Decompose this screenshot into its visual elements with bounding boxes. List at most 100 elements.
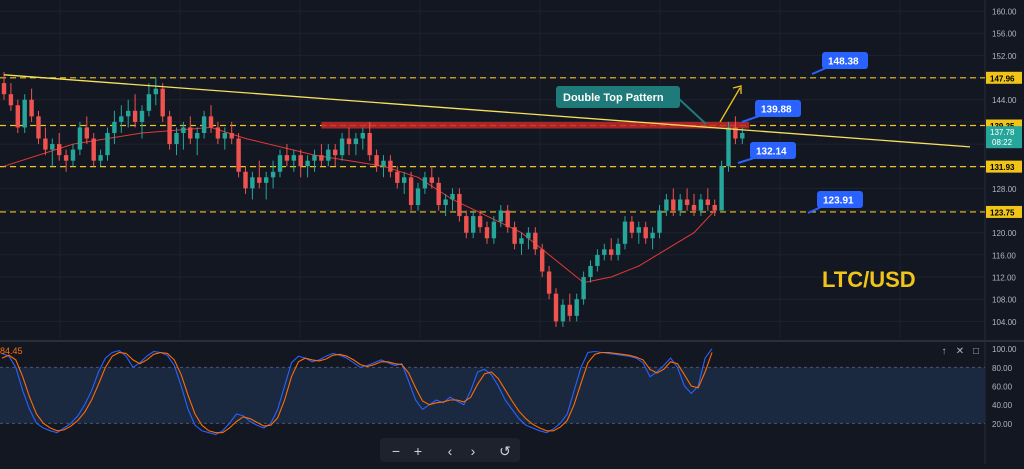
candle-body	[167, 116, 172, 145]
pattern-label: Double Top Pattern	[563, 92, 664, 104]
candle-body	[429, 177, 434, 183]
candle-body	[422, 177, 428, 189]
candle-body	[415, 188, 421, 206]
level-price-tag	[986, 71, 1022, 84]
candle-body	[477, 216, 483, 228]
level-price-label: 147.96	[990, 74, 1015, 83]
candle-body	[339, 138, 345, 156]
level-price-label: 123.75	[990, 208, 1015, 217]
candle-body	[195, 132, 200, 139]
callout-label: 139.88	[761, 105, 792, 116]
zoom-out-button[interactable]: −	[392, 443, 400, 459]
price-axis-tick-label: 104.00	[992, 318, 1017, 327]
candle-body	[201, 116, 207, 133]
reset-chart-button[interactable]: ↺	[499, 443, 511, 459]
candle-body	[367, 132, 372, 156]
candle-body	[277, 155, 283, 172]
candle-body	[540, 249, 545, 272]
osc-maximize-button[interactable]: □	[973, 346, 979, 357]
candle-body	[388, 160, 393, 172]
price-axis-tick-label: 120.00	[992, 229, 1017, 238]
candle-body	[664, 199, 669, 211]
callout-label: 148.38	[828, 57, 859, 68]
callout-box	[750, 142, 796, 159]
pattern-label-pointer	[677, 97, 707, 125]
candle-body	[70, 149, 76, 161]
candle-body	[464, 216, 469, 233]
callout-pointer	[737, 157, 755, 164]
nav-toolbar	[380, 438, 520, 462]
candle-body	[222, 132, 227, 139]
candle-body	[160, 88, 165, 117]
candle-body	[553, 293, 559, 322]
candle-body	[450, 193, 455, 200]
stoch-d-line	[1, 351, 713, 434]
candle-body	[609, 249, 614, 255]
candle-body	[174, 132, 179, 145]
candle-body	[270, 171, 276, 178]
candle-body	[146, 94, 152, 111]
candle-body	[98, 155, 103, 161]
last-price-tag	[986, 126, 1022, 149]
callout-box	[822, 52, 868, 69]
candle-body	[457, 193, 462, 217]
osc-axis-tick-label: 40.00	[992, 401, 1013, 410]
callout-box	[755, 100, 801, 117]
scroll-right-button[interactable]: ›	[471, 443, 476, 459]
candle-body	[402, 177, 407, 183]
level-price-tag	[986, 205, 1022, 218]
breakout-arrow-head	[732, 85, 742, 94]
candle-body	[132, 110, 138, 122]
candle-body	[119, 116, 124, 122]
callout-label: 123.91	[823, 196, 854, 207]
candle-body	[36, 116, 41, 139]
candle-body	[139, 110, 145, 122]
candle-body	[333, 149, 338, 156]
candle-body	[719, 166, 724, 211]
candle-body	[546, 271, 552, 294]
zoom-in-button[interactable]: +	[414, 443, 422, 459]
candle-body	[353, 138, 359, 145]
candle-body	[526, 232, 531, 239]
price-axis-tick-label: 144.00	[992, 96, 1017, 105]
candle-body	[126, 110, 131, 117]
candle-body	[602, 249, 607, 255]
candle-body	[733, 127, 738, 139]
candle-body	[112, 121, 117, 133]
candle-body	[443, 199, 448, 206]
candle-body	[471, 216, 476, 233]
candle-body	[740, 132, 745, 139]
moving-average-line	[3, 126, 716, 284]
stoch-k-line	[1, 348, 713, 436]
candle-body	[505, 210, 510, 228]
candle-body	[291, 155, 296, 161]
candle-body	[519, 238, 524, 244]
candle-body	[63, 155, 69, 161]
scroll-left-button[interactable]: ‹	[448, 443, 453, 459]
candle-body	[650, 232, 655, 239]
osc-axis-tick-label: 20.00	[992, 420, 1013, 429]
candle-body	[491, 221, 497, 239]
candle-body	[581, 277, 586, 300]
candle-body	[84, 127, 89, 139]
osc-move-up-button[interactable]: ↑	[942, 346, 947, 357]
callout-pointer	[807, 206, 822, 214]
candle-body	[574, 299, 579, 316]
candle-body	[250, 177, 255, 189]
candle-body	[91, 138, 96, 161]
candle-body	[15, 105, 20, 128]
candle-body	[636, 227, 641, 233]
candle-body	[1, 83, 7, 95]
candle-body	[615, 243, 621, 255]
candle-body	[588, 265, 593, 278]
candle-body	[567, 304, 572, 316]
candle-body	[657, 210, 662, 233]
price-axis-tick-label: 156.00	[992, 30, 1017, 39]
pair-title: LTC/USD	[822, 267, 916, 292]
candle-body	[284, 155, 290, 161]
pattern-label-box	[556, 86, 680, 108]
price-axis-tick-label: 160.00	[992, 8, 1017, 17]
candle-body	[678, 199, 683, 211]
osc-close-button[interactable]: ✕	[956, 346, 964, 357]
osc-axis-tick-label: 60.00	[992, 383, 1013, 392]
